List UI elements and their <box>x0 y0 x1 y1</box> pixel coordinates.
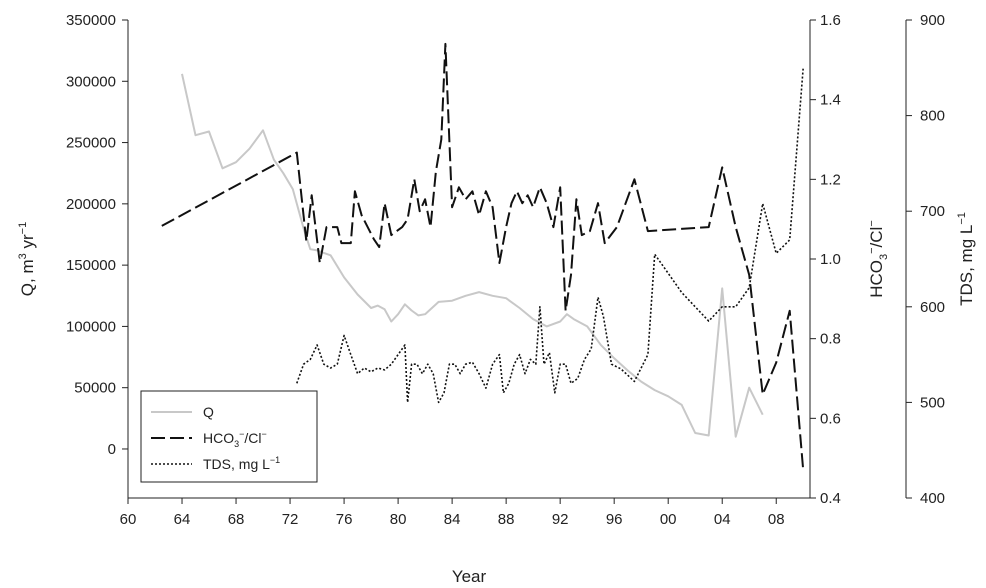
left-tick-label: 300000 <box>66 73 116 90</box>
right1-tick-label: 0.4 <box>820 490 841 507</box>
left-tick-label: 0 <box>108 441 116 458</box>
legend-label-q: Q <box>203 404 214 420</box>
x-tick-label: 68 <box>228 511 245 528</box>
right2-tick-label: 900 <box>920 12 945 29</box>
x-tick-label: 00 <box>660 511 677 528</box>
x-tick-label: 64 <box>174 511 191 528</box>
legend-item-tds: TDS, mg L−1 <box>151 455 280 472</box>
x-axis-label: Year <box>452 567 487 586</box>
right1-axis-label: HCO3−/Cl− <box>866 220 890 298</box>
x-tick-label: 92 <box>552 511 569 528</box>
legend-box <box>140 390 318 483</box>
right1-tick-label: 0.6 <box>820 410 841 427</box>
left-tick-label: 50000 <box>74 380 116 397</box>
right1-tick-label: 1.0 <box>820 251 841 268</box>
right1-tick-label: 1.2 <box>820 171 841 188</box>
right2-axis-label: TDS, mg L−1 <box>956 212 976 306</box>
x-tick-label: 04 <box>714 511 731 528</box>
right2-tick-label: 500 <box>920 394 945 411</box>
legend: Q HCO3−/Cl− TDS, mg L−1 <box>140 390 318 483</box>
left-tick-label: 350000 <box>66 12 116 29</box>
legend-label-tds: TDS, mg L−1 <box>203 455 280 472</box>
x-tick-label: 88 <box>498 511 515 528</box>
x-tick-label: 76 <box>336 511 353 528</box>
legend-item-hco3-cl: HCO3−/Cl− <box>151 429 267 449</box>
series-hco3-cl-line <box>161 42 805 471</box>
left-tick-label: 250000 <box>66 135 116 152</box>
left-tick-label: 200000 <box>66 196 116 213</box>
left-axis-label: Q, m3 yr−1 <box>17 222 37 296</box>
x-tick-label: 72 <box>282 511 299 528</box>
right1-tick-label: 1.4 <box>820 92 841 109</box>
left-tick-label: 150000 <box>66 257 116 274</box>
series-layer <box>161 42 805 471</box>
x-tick-label: 84 <box>444 511 461 528</box>
x-axis-ticks: 60 64 68 72 76 80 84 88 92 96 00 04 08 <box>120 498 785 528</box>
right2-tick-label: 700 <box>920 203 945 220</box>
right2-axis-ticks: 400 500 600 700 800 900 <box>906 12 945 507</box>
x-tick-label: 96 <box>606 511 623 528</box>
series-q-line <box>181 73 764 438</box>
x-tick-label: 80 <box>390 511 407 528</box>
left-tick-label: 100000 <box>66 318 116 335</box>
x-tick-label: 60 <box>120 511 137 528</box>
left-axis-ticks: 0 50000 100000 150000 200000 250000 300000 3500… <box>66 12 128 458</box>
right2-tick-label: 800 <box>920 108 945 125</box>
series-tds-line <box>296 67 804 404</box>
right1-axis-ticks: 0.4 0.6 0.8 1.0 1.2 1.4 1.6 <box>810 12 841 507</box>
x-tick-label: 08 <box>768 511 785 528</box>
right2-tick-label: 600 <box>920 299 945 316</box>
right1-tick-label: 0.8 <box>820 331 841 348</box>
legend-label-hco3-cl: HCO3−/Cl− <box>203 429 267 449</box>
right1-tick-label: 1.6 <box>820 12 841 29</box>
right2-tick-label: 400 <box>920 490 945 507</box>
legend-item-q: Q <box>151 404 214 420</box>
